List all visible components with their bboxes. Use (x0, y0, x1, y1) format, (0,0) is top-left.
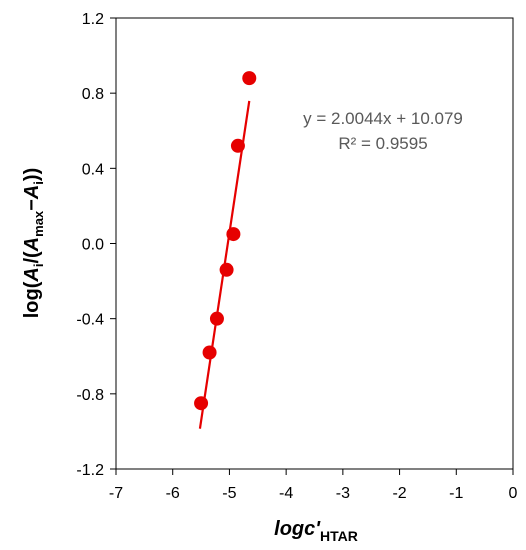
y-label-a: A (21, 185, 43, 200)
x-tick-label: -1 (449, 485, 463, 502)
x-axis: -7 -6 -5 -4 -3 -2 -1 0 (109, 469, 518, 502)
x-tick-label: 0 (509, 485, 518, 502)
y-axis: -1.2 -0.8 -0.4 0.0 0.4 0.8 1.2 (76, 11, 116, 479)
data-point (194, 396, 209, 411)
y-label-sub-i: i (31, 264, 46, 268)
data-point (209, 311, 224, 326)
y-tick-label: -0.4 (76, 312, 104, 329)
plot-area (115, 17, 514, 470)
data-point (219, 262, 234, 277)
x-tick-label: -3 (336, 485, 350, 502)
y-label-sub-i: i (31, 181, 46, 185)
y-tick-label: 0.0 (82, 237, 104, 254)
x-axis-label-main: logc' (274, 518, 321, 540)
y-tick-label: 0.8 (82, 86, 104, 103)
y-label-sub-max: max (31, 210, 46, 237)
data-point (230, 138, 245, 153)
x-tick-label: -6 (166, 485, 180, 502)
y-tick-label: -1.2 (76, 462, 104, 479)
y-axis-label: log(Ai/(Amax−Ai)) (21, 168, 46, 319)
x-axis-label: logc'HTAR (274, 518, 358, 544)
data-point (242, 71, 257, 86)
trendline-r2: R² = 0.9595 (338, 134, 427, 153)
x-tick-label: -4 (279, 485, 293, 502)
y-tick-label: 0.4 (82, 161, 104, 178)
x-tick-label: -5 (222, 485, 236, 502)
trendline-equation: y = 2.0044x + 10.079 (303, 109, 463, 128)
y-tick-label: 1.2 (82, 11, 104, 28)
data-point (226, 227, 241, 242)
x-tick-label: -7 (109, 485, 123, 502)
data-point (202, 345, 217, 360)
y-label-part: /( (21, 251, 43, 264)
x-axis-label-sub: HTAR (320, 528, 358, 544)
x-tick-label: -2 (392, 485, 406, 502)
y-label-a: A (21, 237, 43, 252)
y-label-a: A (21, 267, 43, 282)
y-tick-label: -0.8 (76, 387, 104, 404)
data-points (194, 71, 257, 411)
y-label-part: )) (21, 168, 43, 181)
y-label-minus: − (21, 199, 43, 211)
y-label-part: log( (21, 281, 43, 318)
